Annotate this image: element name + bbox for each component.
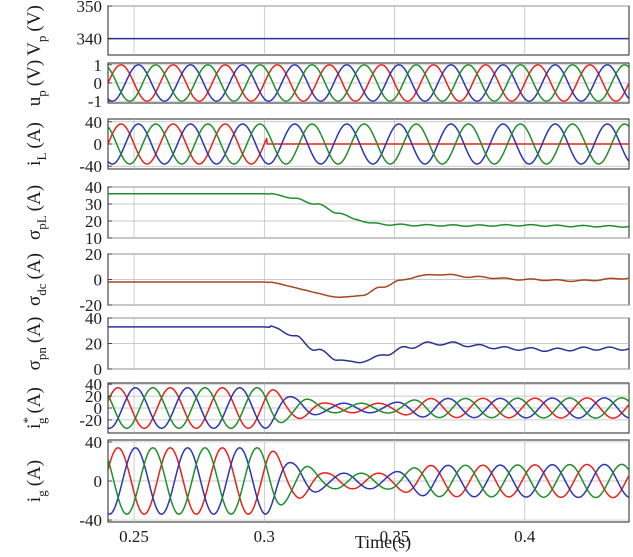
y-label-symbol: σ — [24, 230, 45, 240]
y-tick-label: 1 — [94, 56, 103, 75]
y-label-unit: (V) — [24, 5, 45, 31]
y-label-subscript: pL — [34, 215, 49, 230]
y-label-unit: (A) — [24, 460, 45, 486]
x-tick-label: 0.3 — [254, 527, 275, 546]
y-label-unit: (A) — [24, 317, 45, 343]
y-tick-label: 20 — [85, 245, 102, 264]
panel-iL: -40 0 40 iL (A) — [24, 113, 630, 176]
y-label-unit: (A) — [24, 122, 45, 148]
y-label-symbol: σ — [24, 360, 45, 370]
plot-frame — [107, 5, 630, 56]
y-label-unit: (A) — [24, 253, 45, 279]
x-tick-label: 0.4 — [514, 527, 536, 546]
series-line-green — [108, 387, 629, 429]
series-line-blue — [108, 64, 629, 102]
y-tick-label: 0 — [94, 399, 103, 418]
x-tick-label: 0.35 — [380, 527, 410, 546]
y-tick-label: 40 — [85, 178, 102, 197]
y-label-subscript: p — [34, 90, 49, 97]
panels-layer: 340350Vp(V)-101up(V)-40040iL(A)10203040σ… — [20, 0, 630, 530]
panel-ig: -40 0 40 ig (A) — [24, 433, 630, 530]
panel-sigma_pn: 0 20 40 σpn (A) — [24, 309, 630, 379]
y-tick-label: -40 — [79, 511, 102, 530]
series-line-blue — [108, 123, 629, 165]
y-tick-label: 0 — [94, 74, 103, 93]
y-tick-label: -20 — [79, 411, 102, 430]
y-tick-label: 10 — [85, 229, 102, 248]
y-label-superscript: * — [20, 417, 35, 424]
y-label-symbol: i — [24, 161, 45, 166]
series-line-brown — [108, 273, 629, 298]
series-line-red — [108, 447, 629, 515]
y-axis-label: up (V) — [24, 60, 49, 106]
y-tick-label: 40 — [85, 309, 102, 328]
y-label-subscript: L — [34, 153, 49, 161]
y-tick-label: 40 — [85, 433, 102, 452]
y-label-symbol: σ — [24, 296, 45, 306]
y-axis-label: ig (A) — [24, 460, 49, 502]
y-tick-label: 0 — [94, 271, 103, 290]
y-tick-label: -40 — [79, 157, 102, 176]
y-tick-label: 20 — [85, 212, 102, 231]
series-line-red — [108, 387, 629, 429]
y-label-symbol: i — [24, 424, 45, 429]
series-line-green — [108, 123, 629, 165]
y-tick-label: -1 — [88, 92, 102, 111]
y-tick-label: 340 — [77, 30, 103, 49]
y-axis-label: iL (A) — [24, 122, 49, 166]
y-axis-label: σpn (A) — [24, 317, 49, 371]
series-line-navy — [108, 325, 629, 364]
y-label-symbol: u — [24, 96, 45, 106]
y-tick-label: 20 — [85, 387, 102, 406]
y-label-unit: (A) — [24, 387, 45, 413]
panel-sigma_dc: -20 0 20 σdc (A) — [24, 245, 630, 315]
y-axis-label: σdc (A) — [24, 253, 49, 306]
y-label-subscript: g — [34, 417, 49, 424]
y-tick-label: 40 — [85, 113, 102, 132]
series-line-green — [108, 192, 629, 228]
y-tick-label: 40 — [85, 375, 102, 394]
x-tick-label: 0.25 — [119, 527, 149, 546]
series-line-blue — [108, 447, 629, 515]
y-tick-label: 20 — [85, 335, 102, 354]
y-label-subscript: g — [34, 490, 49, 497]
y-tick-label: -20 — [79, 296, 102, 315]
y-axis-label: Vp (V) — [24, 5, 49, 56]
y-tick-label: 350 — [77, 0, 103, 16]
y-label-subscript: dc — [34, 283, 49, 296]
y-tick-label: 0 — [94, 360, 103, 379]
y-label-unit: (A) — [24, 185, 45, 211]
panel-vp: 340 350 Vp (V) — [24, 0, 630, 56]
y-tick-label: 0 — [94, 135, 103, 154]
y-label-subscript: p — [34, 36, 49, 43]
y-axis-label: i*g (A) — [20, 387, 49, 429]
y-label-symbol: i — [24, 497, 45, 502]
x-axis: Time(s) 0.25 0.3 0.35 0.4 — [119, 527, 536, 553]
series-line-green — [108, 64, 629, 102]
plot-frame — [107, 186, 630, 239]
series-line-green — [108, 447, 629, 515]
y-label-subscript: pn — [34, 347, 49, 361]
y-axis-label: σpL (A) — [24, 185, 49, 240]
y-tick-label: 30 — [85, 195, 102, 214]
x-axis-label: Time(s) — [355, 532, 411, 553]
series-line-red — [108, 64, 629, 102]
series-line-blue — [108, 387, 629, 429]
y-label-symbol: V — [24, 42, 45, 56]
y-label-unit: (V) — [24, 60, 45, 86]
y-tick-label: 0 — [94, 472, 103, 491]
panel-up: -101 up (V) — [24, 56, 630, 111]
